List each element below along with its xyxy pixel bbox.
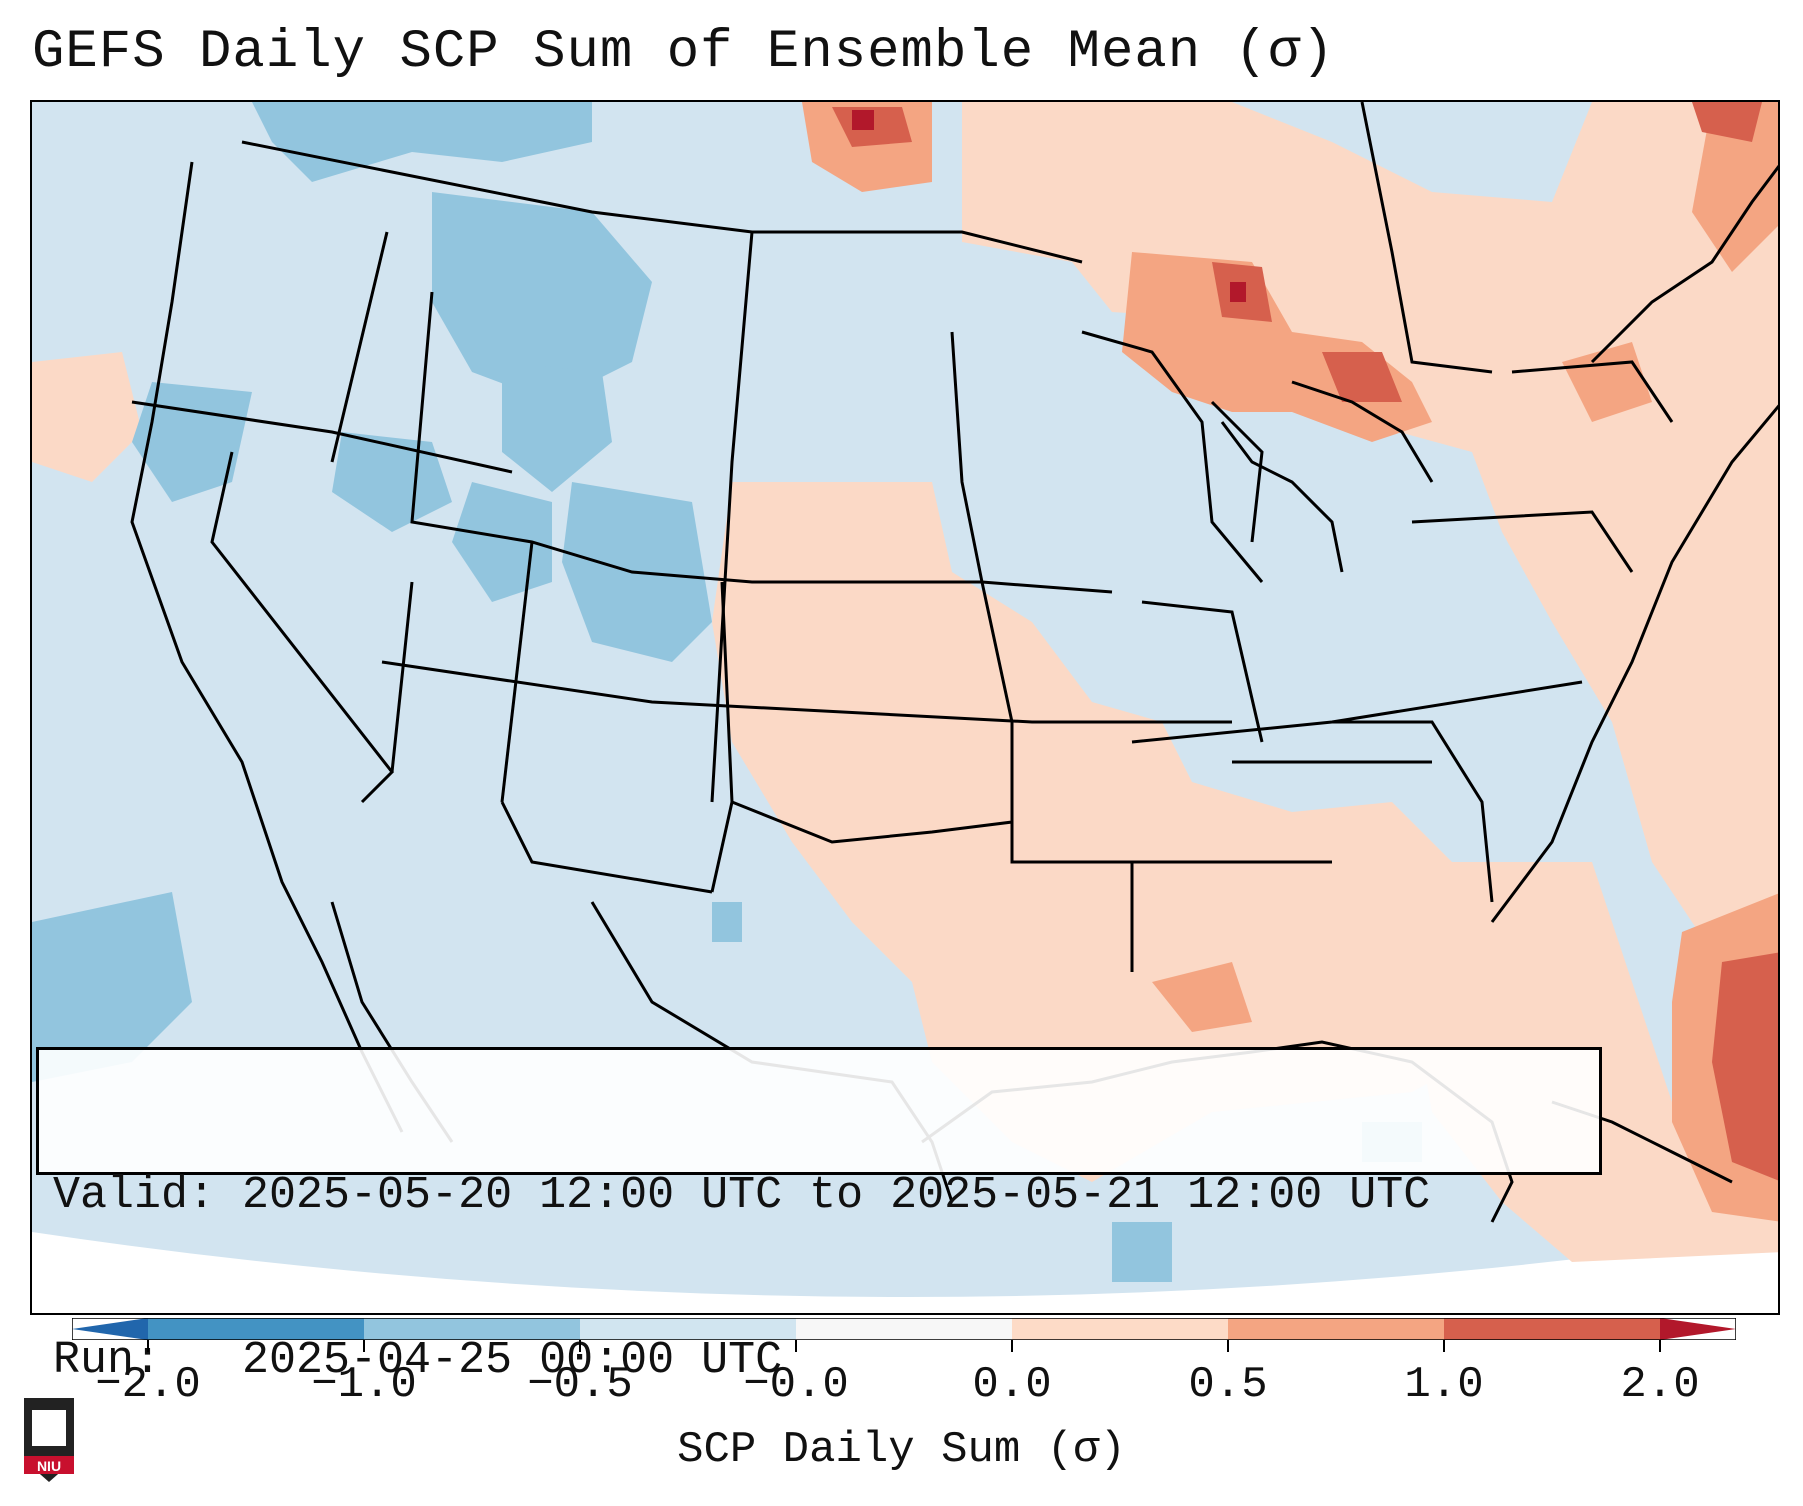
colorbar-under-arrow [72, 1318, 148, 1340]
colorbar-tick-label: 0.0 [972, 1360, 1052, 1410]
map-title: GEFS Daily SCP Sum of Ensemble Mean (σ) [32, 22, 1335, 83]
colorbar-tick-label: −0.0 [743, 1360, 849, 1410]
niu-logo: NIU [24, 1398, 74, 1482]
colorbar-segment [148, 1318, 365, 1340]
colorbar-segment [1012, 1318, 1229, 1340]
negative-anomaly-regions [32, 102, 1422, 1282]
colorbar-segment [796, 1318, 1013, 1340]
colorbar-tick-label: −2.0 [95, 1360, 201, 1410]
colorbar-segment [364, 1318, 581, 1340]
colorbar-tick-mark [1227, 1340, 1229, 1352]
colorbar-segment [580, 1318, 797, 1340]
colorbar-tick-mark [1659, 1340, 1661, 1352]
colorbar-over-arrow [1660, 1318, 1736, 1340]
colorbar-segment [1444, 1318, 1661, 1340]
colorbar-tick-mark [363, 1340, 365, 1352]
logo-text: NIU [37, 1458, 61, 1474]
colorbar-tick-mark [795, 1340, 797, 1352]
colorbar-tick-mark [1011, 1340, 1013, 1352]
colorbar-tick-mark [1443, 1340, 1445, 1352]
colorbar-segment [1228, 1318, 1445, 1340]
outside-domain [32, 1232, 1778, 1313]
extreme-positive-regions [852, 110, 1246, 302]
colorbar-tick-mark [147, 1340, 149, 1352]
colorbar-tick-label: −0.5 [527, 1360, 633, 1410]
valid-time-line: Valid: 2025-05-20 12:00 UTC to 2025-05-2… [53, 1170, 1431, 1221]
colorbar [72, 1318, 1736, 1340]
colorbar-tick-mark [579, 1340, 581, 1352]
run-time-line: Run: 2025-04-25 00:00 UTC [53, 1335, 783, 1386]
colorbar-tick-label: −1.0 [311, 1360, 417, 1410]
colorbar-segments [148, 1318, 1661, 1340]
strong-positive-regions [832, 102, 1778, 1181]
info-box: Valid: 2025-05-20 12:00 UTC to 2025-05-2… [36, 1047, 1602, 1386]
colorbar-tick-label: 1.0 [1404, 1360, 1484, 1410]
colorbar-label: SCP Daily Sum (σ) [677, 1425, 1126, 1475]
colorbar-tick-label: 2.0 [1620, 1360, 1700, 1410]
colorbar-tick-label: 0.5 [1188, 1360, 1268, 1410]
